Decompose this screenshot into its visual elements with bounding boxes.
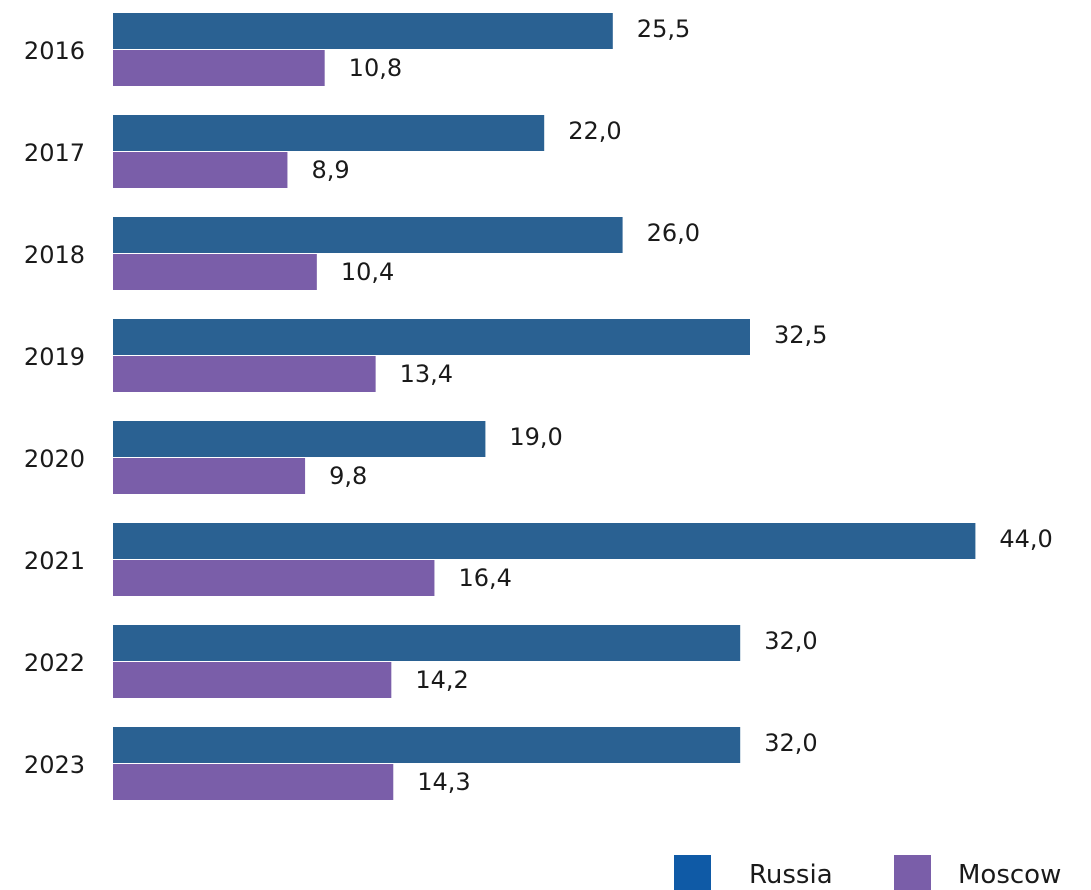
bar-russia xyxy=(113,421,486,457)
bar-moscow xyxy=(113,356,376,392)
bar-russia xyxy=(113,523,976,559)
y-tick-label: 2018 xyxy=(24,241,85,269)
bar-moscow xyxy=(113,254,317,290)
y-tick-label: 2021 xyxy=(24,547,85,575)
data-label-moscow: 10,8 xyxy=(349,54,402,82)
bar-moscow xyxy=(113,560,435,596)
data-label-russia: 44,0 xyxy=(999,525,1052,553)
data-label-russia: 26,0 xyxy=(647,219,700,247)
legend: Russia Moscow xyxy=(674,855,1061,890)
data-label-moscow: 16,4 xyxy=(458,564,511,592)
bar-moscow xyxy=(113,152,288,188)
y-tick-label: 2020 xyxy=(24,445,85,473)
data-label-russia: 32,5 xyxy=(774,321,827,349)
data-label-moscow: 14,3 xyxy=(417,768,470,796)
bar-moscow xyxy=(113,764,394,800)
data-label-moscow: 8,9 xyxy=(311,156,349,184)
bar-russia xyxy=(113,217,623,253)
legend-label-moscow: Moscow xyxy=(958,860,1061,890)
y-tick-label: 2019 xyxy=(24,343,85,371)
y-tick-label: 2023 xyxy=(24,751,85,779)
data-label-russia: 19,0 xyxy=(509,423,562,451)
bar-moscow xyxy=(113,458,306,494)
data-label-russia: 32,0 xyxy=(764,729,817,757)
bar-moscow xyxy=(113,50,325,86)
y-tick-label: 2016 xyxy=(24,37,85,65)
legend-label-russia: Russia xyxy=(749,860,833,890)
legend-swatch-moscow xyxy=(894,855,931,890)
data-label-moscow: 14,2 xyxy=(415,666,468,694)
bar-russia xyxy=(113,115,545,151)
bar-russia xyxy=(113,13,613,49)
data-label-russia: 22,0 xyxy=(568,117,621,145)
bar-russia xyxy=(113,727,741,763)
data-label-moscow: 9,8 xyxy=(329,462,367,490)
bar-russia xyxy=(113,625,741,661)
y-tick-label: 2017 xyxy=(24,139,85,167)
data-label-russia: 32,0 xyxy=(764,627,817,655)
bar-moscow xyxy=(113,662,392,698)
plot-area: 2016 25,5 10,8 2017 22,0 8,9 2018 26,0 10,4 2019 3… xyxy=(24,13,1053,800)
legend-swatch-russia xyxy=(674,855,711,890)
data-label-moscow: 10,4 xyxy=(341,258,394,286)
y-tick-label: 2022 xyxy=(24,649,85,677)
data-label-russia: 25,5 xyxy=(637,15,690,43)
bar-russia xyxy=(113,319,750,355)
data-label-moscow: 13,4 xyxy=(400,360,453,388)
